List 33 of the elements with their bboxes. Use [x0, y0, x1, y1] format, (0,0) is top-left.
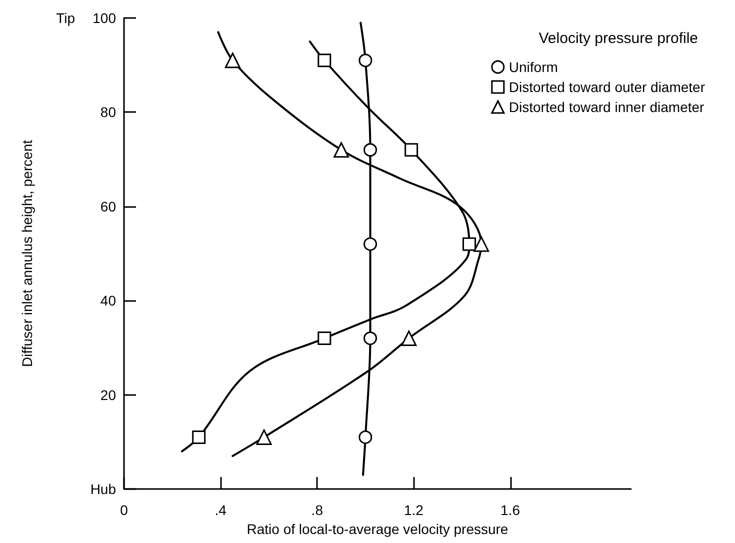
- x-tick-label: .8: [311, 502, 324, 518]
- x-tick-label: .4: [214, 502, 227, 518]
- point: [364, 332, 378, 346]
- point: [256, 429, 272, 445]
- point: [474, 236, 490, 252]
- y-tick-label: 20: [100, 386, 116, 403]
- y-tick-label: 60: [100, 198, 116, 214]
- y-tick-label: 100: [92, 10, 116, 26]
- legend-label: Distorted toward inner diameter: [508, 99, 705, 115]
- legend-label: Distorted toward outer diameter: [508, 79, 706, 95]
- x-tick-label: 1.6: [500, 502, 520, 518]
- point: [192, 430, 206, 444]
- point: [404, 143, 418, 157]
- point: [364, 143, 378, 157]
- point: [358, 54, 372, 68]
- point: [462, 237, 476, 251]
- text: Tip: [56, 10, 76, 26]
- point: [334, 142, 350, 158]
- y-axis-title: Diffuser inlet annulus height, percent: [19, 140, 35, 367]
- point: [318, 54, 332, 68]
- point: [364, 237, 378, 251]
- legend-title: Velocity pressure profile: [538, 30, 698, 47]
- x-tick-label: 0: [120, 502, 128, 518]
- y-tick-label: 40: [100, 292, 116, 309]
- point: [224, 52, 240, 68]
- point: [318, 332, 332, 346]
- x-tick-label: 1.2: [404, 502, 424, 518]
- y-tick-label: Hub: [90, 481, 116, 497]
- x-axis-title: Ratio of local-to-average velocity pressure: [246, 520, 508, 537]
- legend-label: Uniform: [508, 59, 558, 75]
- point: [401, 330, 417, 346]
- y-tick-label: 80: [100, 104, 116, 120]
- point: [358, 430, 372, 444]
